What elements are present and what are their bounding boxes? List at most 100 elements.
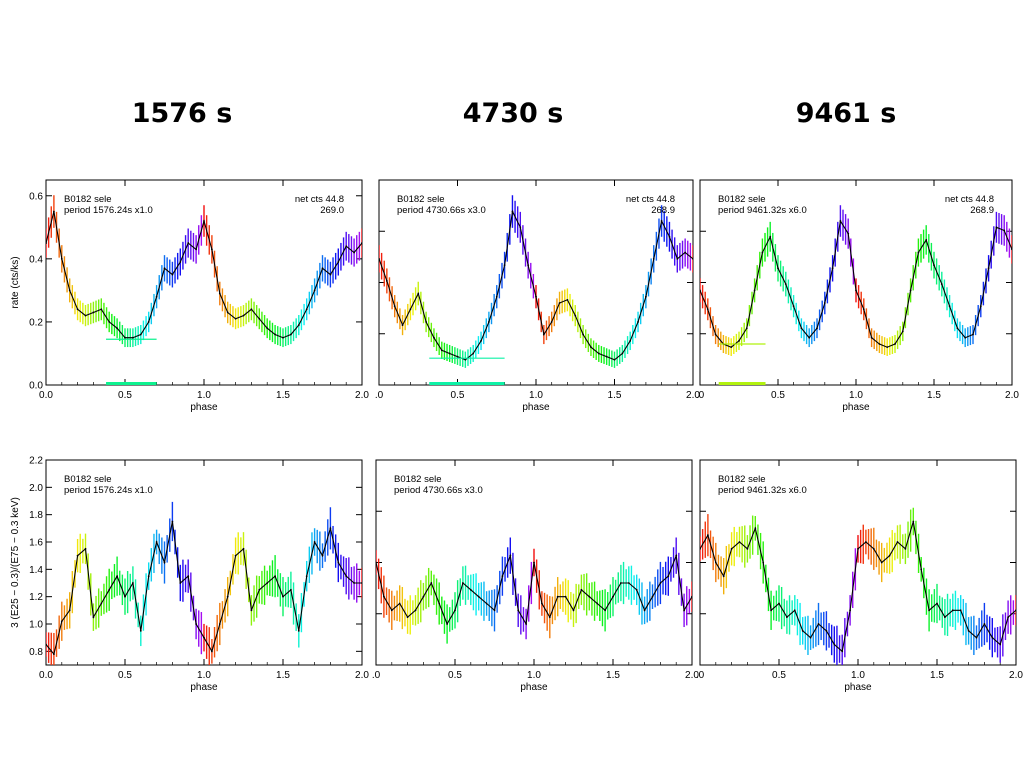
x-tick-label: 0.0: [39, 670, 53, 681]
data-point: [84, 547, 87, 550]
data-point: [928, 609, 930, 612]
data-point: [390, 609, 393, 612]
data-point: [809, 636, 812, 639]
data-point: [376, 561, 377, 564]
data-point: [211, 248, 213, 251]
data-point: [761, 251, 764, 254]
y-tick-label: 0.4: [29, 254, 43, 265]
data-point: [676, 257, 679, 260]
data-point: [329, 527, 332, 530]
data-point: [361, 242, 362, 244]
x-tick-label: 0.5: [448, 670, 462, 681]
y-axis-label: rate (cts/ks): [10, 256, 21, 308]
data-point: [707, 534, 709, 537]
data-point: [509, 554, 512, 557]
data-point: [548, 616, 551, 619]
data-point: [730, 547, 733, 550]
x-axis-label: phase: [520, 682, 548, 693]
data-point: [566, 298, 569, 301]
data-point: [684, 251, 687, 254]
x-tick-label: 1.5: [606, 670, 620, 681]
data-point: [612, 595, 614, 598]
data-layer: [700, 507, 1016, 665]
x-tick-label: 0.5: [118, 390, 132, 401]
x-tick-label: 1.0: [849, 390, 863, 401]
data-point: [722, 575, 725, 578]
x-axis-label: phase: [522, 402, 550, 413]
data-point: [909, 289, 912, 292]
data-point: [171, 520, 174, 523]
annotation-left-line: period 4730.66s x3.0: [397, 205, 486, 216]
data-point: [700, 289, 701, 292]
data-point: [659, 582, 662, 584]
annotation-right-line: 268.9: [970, 205, 994, 216]
data-point: [76, 554, 79, 557]
annotation-left-line: B0182 sele: [64, 474, 112, 485]
data-point: [297, 324, 300, 326]
column-title-1: 1576 s: [131, 98, 233, 129]
data-point: [258, 317, 261, 320]
y-tick-label: 1.2: [29, 592, 43, 603]
data-point: [345, 575, 348, 578]
data-point: [525, 623, 527, 625]
annotation-right-line: net cts 44.8: [626, 194, 675, 205]
annotation-right-line: net cts 44.8: [295, 194, 344, 205]
data-point: [187, 242, 190, 244]
data-point: [948, 305, 951, 308]
data-point: [714, 561, 717, 564]
data-point: [738, 541, 741, 543]
data-point: [987, 267, 990, 270]
data-point: [541, 602, 543, 605]
data-point: [511, 210, 514, 213]
data-point: [613, 358, 616, 361]
data-point: [139, 333, 142, 336]
data-point: [321, 267, 324, 270]
data-point: [456, 355, 459, 358]
data-layer: [46, 195, 362, 385]
annotation-right-line: net cts 44.8: [945, 194, 994, 205]
data-point: [195, 248, 198, 251]
annotation-left-line: period 1576.24s x1.0: [64, 485, 153, 496]
data-point: [282, 595, 284, 598]
x-tick-label: 2.0: [355, 390, 369, 401]
data-point: [234, 554, 237, 557]
data-point: [469, 588, 472, 591]
x-tick-label: 2.0: [686, 390, 700, 401]
data-point: [353, 582, 355, 584]
data-point: [305, 308, 308, 311]
data-point: [195, 623, 198, 625]
data-point: [872, 547, 875, 550]
x-tick-label: 0.5: [771, 390, 785, 401]
data-point: [596, 602, 599, 605]
x-tick-label: 1.0: [197, 670, 211, 681]
data-point: [464, 358, 467, 361]
x-tick-label: .0: [696, 390, 705, 401]
data-point: [274, 575, 276, 578]
data-point: [480, 339, 482, 342]
x-tick-label: 0.5: [451, 390, 465, 401]
data-point: [959, 609, 962, 612]
data-point: [472, 352, 475, 355]
data-point: [108, 321, 111, 323]
data-point: [967, 629, 970, 632]
data-point: [266, 327, 269, 330]
data-point: [635, 588, 638, 591]
data-point: [956, 327, 959, 330]
data-point: [68, 609, 71, 612]
x-axis-label: phase: [190, 682, 218, 693]
data-point: [940, 283, 943, 285]
data-point: [139, 629, 142, 632]
annotation-left-line: period 1576.24s x1.0: [64, 205, 153, 216]
data-point: [495, 295, 498, 298]
x-tick-label: .0: [372, 670, 381, 681]
data-point: [132, 582, 134, 584]
annotation-right-line: 269.0: [320, 205, 344, 216]
data-point: [100, 308, 103, 311]
data-point: [345, 245, 348, 248]
annotation-left-line: B0182 sele: [394, 474, 442, 485]
data-point: [754, 527, 757, 530]
data-point: [896, 541, 899, 543]
